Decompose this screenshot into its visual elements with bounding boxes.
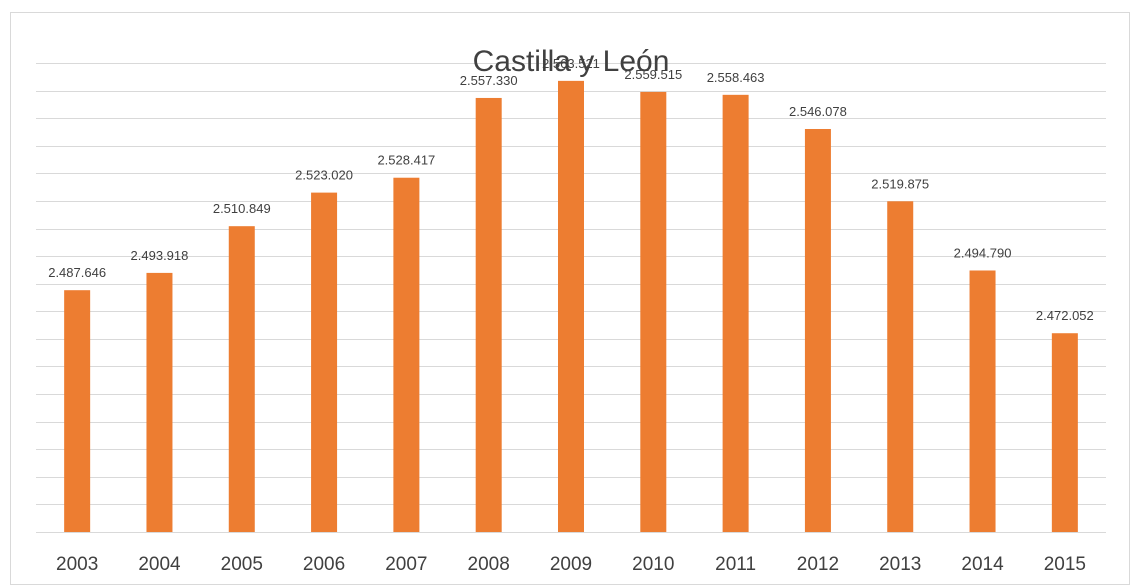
bar-2013 (887, 201, 914, 533)
bar-2007 (393, 177, 420, 532)
x-tick-label-2005: 2005 (221, 554, 263, 575)
x-tick-label-2009: 2009 (550, 554, 592, 575)
x-axis-tick-labels: 2003 2004 2005 2006 2007 2008 2009 2010 2011 2012… (56, 554, 1086, 575)
bar-2003 (64, 290, 91, 532)
chart-area: Castilla y León 2.487.646 2.493.918 2.510.… (10, 12, 1130, 585)
data-label-2012: 2.546.078 (789, 104, 847, 119)
x-tick-label-2008: 2008 (468, 554, 510, 575)
x-tick-label-2015: 2015 (1044, 554, 1086, 575)
x-tick-label-2013: 2013 (879, 554, 921, 575)
data-labels: 2.487.646 2.493.918 2.510.849 2.523.020 2.52… (48, 56, 1094, 323)
data-label-2009: 2.563.521 (542, 56, 600, 71)
data-label-2005: 2.510.849 (213, 201, 271, 216)
bar-2015 (1051, 333, 1078, 532)
bar-2011 (722, 94, 749, 532)
x-tick-label-2006: 2006 (303, 554, 345, 575)
bar-2008 (475, 97, 502, 533)
x-tick-label-2010: 2010 (632, 554, 674, 575)
x-tick-label-2003: 2003 (56, 554, 98, 575)
x-tick-label-2004: 2004 (138, 554, 181, 575)
data-label-2006: 2.523.020 (295, 168, 353, 183)
data-label-2013: 2.519.875 (871, 176, 929, 191)
data-label-2015: 2.472.052 (1036, 308, 1094, 323)
data-label-2004: 2.493.918 (131, 248, 189, 263)
bar-2005 (228, 226, 255, 532)
bar-2006 (311, 192, 338, 532)
chart-title: Castilla y León (473, 45, 670, 78)
data-label-2008: 2.557.330 (460, 73, 518, 88)
data-label-2010: 2.559.515 (624, 67, 682, 82)
bar-2010 (640, 91, 667, 532)
x-tick-label-2007: 2007 (385, 554, 427, 575)
data-label-2007: 2.528.417 (377, 153, 435, 168)
bar-2014 (969, 270, 996, 532)
data-label-2003: 2.487.646 (48, 265, 106, 280)
x-tick-label-2011: 2011 (715, 554, 756, 575)
x-tick-label-2012: 2012 (797, 554, 839, 575)
bar-chart: Castilla y León 2.487.646 2.493.918 2.510.… (36, 45, 1106, 575)
x-tick-label-2014: 2014 (961, 554, 1004, 575)
bar-2012 (804, 128, 831, 532)
bars (64, 80, 1078, 533)
bar-2009 (558, 80, 584, 532)
bar-2004 (146, 272, 173, 532)
data-label-2011: 2.558.463 (707, 70, 765, 85)
data-label-2014: 2.494.790 (954, 245, 1012, 260)
